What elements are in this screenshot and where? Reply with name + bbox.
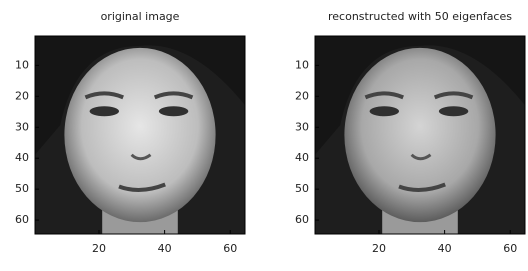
image [35, 36, 245, 234]
x-tick-label: 40 [438, 242, 452, 255]
y-tick-label: 10 [295, 58, 309, 71]
x-tick-label: 60 [503, 242, 517, 255]
face [64, 48, 215, 222]
eye [159, 106, 188, 116]
y-tick-label: 30 [295, 120, 309, 133]
y-tick-label: 20 [15, 89, 29, 102]
image [315, 36, 525, 234]
y-tick-label: 40 [295, 151, 309, 164]
y-tick-label: 40 [15, 151, 29, 164]
eye [439, 106, 468, 116]
x-tick-label: 20 [372, 242, 386, 255]
y-tick-label: 60 [15, 213, 29, 226]
y-tick-label: 20 [295, 89, 309, 102]
face [344, 48, 495, 222]
eye [370, 106, 399, 116]
y-tick-label: 10 [15, 58, 29, 71]
panel-title: original image [101, 10, 180, 23]
panel-title: reconstructed with 50 eigenfaces [328, 10, 512, 23]
y-tick-label: 30 [15, 120, 29, 133]
y-tick-label: 50 [295, 182, 309, 195]
x-tick-label: 20 [92, 242, 106, 255]
y-tick-label: 60 [295, 213, 309, 226]
eye [90, 106, 119, 116]
y-tick-label: 50 [15, 182, 29, 195]
x-tick-label: 40 [158, 242, 172, 255]
figure: original image 10 20 30 40 50 60 20 40 60 reconstr… [0, 0, 528, 271]
x-tick-label: 60 [223, 242, 237, 255]
